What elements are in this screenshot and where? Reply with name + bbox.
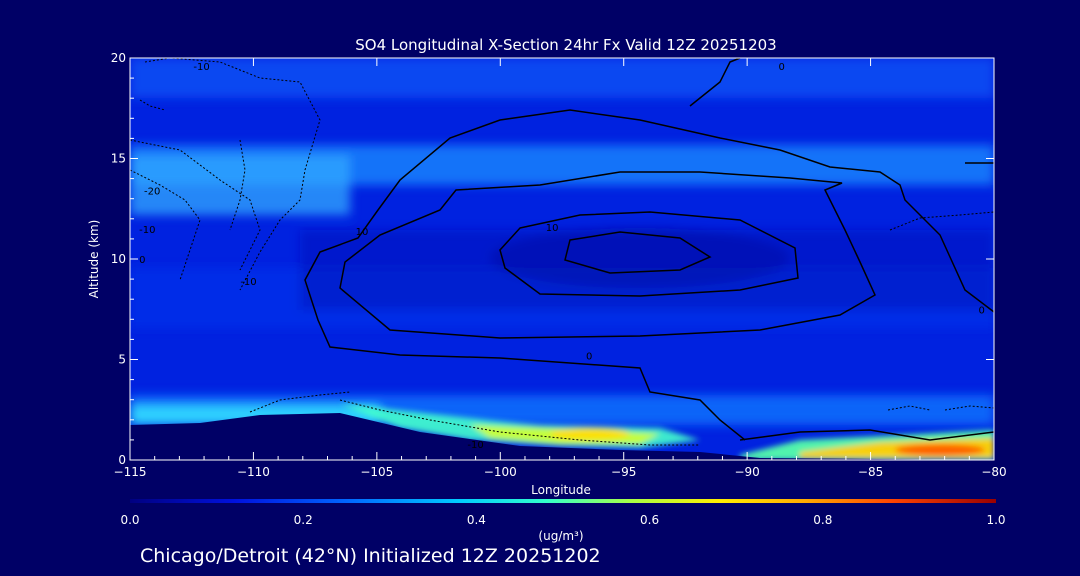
x-tick-label: −100 [484,465,517,479]
colorbar-tick-label: 0.8 [813,513,832,527]
contour-label: -10 [240,277,256,288]
y-tick-label: 0 [118,453,126,467]
colorbar-tick-label: 1.0 [986,513,1005,527]
caption: Chicago/Detroit (42°N) Initialized 12Z 2… [140,545,601,567]
colorbar-ticks: 0.0 0.2 0.4 0.6 0.8 1.0 [120,513,1005,527]
contour-label: 0 [586,351,592,362]
y-tick-label: 15 [111,152,126,166]
chart-title: SO4 Longitudinal X-Section 24hr Fx Valid… [355,36,776,54]
field-band-15km-west [130,155,350,215]
contour-neg-east-2 [887,405,994,411]
contour-label: -20 [144,187,160,198]
plot-area: 0 -10 -20 -10 0 10 -10 10 0 0 -10 [130,58,994,460]
contour-20-inner [564,231,712,274]
contour-low-east [739,429,994,441]
colorbar: 0.0 0.2 0.4 0.6 0.8 1.0 (ug/m³) [120,499,1006,543]
colorbar-tick-label: 0.2 [294,513,313,527]
contour-0 [304,109,994,441]
contour-label: -10 [193,62,209,73]
contour-label: -10 [139,225,155,236]
x-axis: −115 −110 −105 −100 −95 −90 −85 −80 [114,58,1007,479]
contour-10-inner [499,211,799,297]
colorbar-tick-label: 0.0 [120,513,139,527]
contour-neg-east [889,211,994,231]
x-tick-label: −115 [114,465,147,479]
contour-labels: 0 -10 -20 -10 0 10 -10 10 0 0 -10 [139,62,985,451]
contour-neg-10-low-2 [249,391,351,413]
contour-neg-10-west-2 [229,139,246,231]
y-tick-label: 20 [111,51,126,65]
y-tick-label: 5 [118,353,126,367]
y-tick-label: 10 [111,252,126,266]
contours-dashed [130,58,994,446]
contour-label: 0 [779,62,785,73]
contour-0-north [689,58,741,107]
x-tick-label: −110 [237,465,270,479]
x-tick-label: −85 [858,465,883,479]
contour-label: 0 [978,305,984,316]
x-tick-label: −105 [360,465,393,479]
contour-neg-10-west [144,58,321,291]
y-axis: 0 5 10 15 20 [111,51,994,467]
y-axis-label: Altitude (km) [87,220,101,299]
x-tick-label: −95 [611,465,636,479]
contour-neg-20-west-2 [130,169,201,281]
colorbar-tick-label: 0.4 [467,513,486,527]
field-core-10km [490,228,790,288]
field-plume-central-max [550,428,630,440]
contour-label: 10 [356,227,369,238]
terrain [130,413,994,460]
x-axis-label: Longitude [531,483,591,497]
contour-label: 10 [546,223,559,234]
colorbar-tick-label: 0.6 [640,513,659,527]
field-plume-east-max [895,444,985,456]
contour-label: 0 [139,255,145,266]
colorbar-gradient [130,499,996,503]
x-tick-label: −80 [981,465,1006,479]
contours [304,58,994,441]
field-upper-band [130,58,994,98]
contour-neg-20-west [130,139,261,271]
contour-label: -10 [467,440,483,451]
colorbar-unit-label: (ug/m³) [538,529,583,543]
concentration-field [130,58,994,460]
contour-10-outer [339,171,876,339]
contour-neg-10-low [339,399,700,446]
x-tick-label: −90 [734,465,759,479]
